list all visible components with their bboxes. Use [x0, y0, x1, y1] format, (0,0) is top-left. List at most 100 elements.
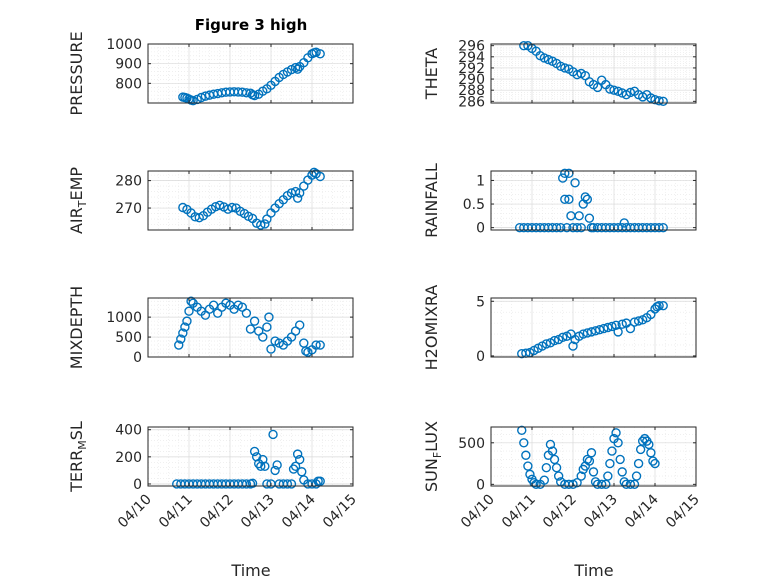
data-point	[184, 306, 194, 316]
data-point	[258, 454, 268, 465]
axes-frame	[147, 170, 354, 231]
data-point	[539, 53, 549, 63]
data-point	[582, 454, 593, 465]
data-point	[564, 194, 574, 205]
data-point	[290, 461, 301, 472]
data-point	[586, 448, 597, 458]
data-point	[295, 454, 305, 465]
data-point	[290, 186, 301, 197]
data-point	[625, 479, 636, 490]
data-point	[617, 319, 627, 329]
axes-frame	[490, 426, 697, 487]
data-point	[619, 218, 629, 228]
x-tick-label: 04/15	[320, 492, 360, 532]
data-point	[315, 49, 325, 59]
data-point	[568, 341, 578, 351]
y-tick-label: 0	[476, 221, 485, 237]
data-point	[529, 477, 539, 488]
data-point	[582, 194, 593, 205]
data-point	[629, 317, 640, 327]
data-point	[560, 63, 570, 73]
data-point	[272, 460, 282, 470]
data-point	[613, 327, 623, 337]
axes-frame	[147, 43, 354, 104]
data-point	[186, 296, 196, 306]
y-axis-label: AIRTEMP	[67, 167, 89, 234]
data-point	[594, 324, 605, 335]
y-axis-label-subscript: M	[76, 440, 89, 450]
y-tick-label: 200	[115, 450, 142, 466]
data-point	[295, 320, 305, 330]
y-tick-label: 1000	[106, 310, 142, 326]
x-tick-label: 04/11	[499, 492, 539, 532]
data-point	[249, 446, 260, 457]
data-point	[646, 448, 656, 458]
y-axis-label-subscript: F	[431, 452, 444, 458]
data-point	[560, 194, 570, 205]
data-point	[615, 454, 625, 465]
data-point	[519, 438, 529, 448]
data-point	[613, 438, 623, 448]
data-point	[570, 178, 580, 188]
axes-background	[490, 170, 697, 231]
y-axis-label: TERRMSL	[67, 421, 89, 493]
data-point	[256, 220, 266, 230]
data-point	[658, 300, 668, 311]
y-tick-label: 0	[476, 477, 485, 493]
data-point	[311, 47, 321, 57]
y-axis-label: THETA	[422, 48, 441, 100]
y-tick-label: 500	[115, 330, 142, 346]
y-axis-label: PRESSURE	[67, 31, 86, 115]
data-point	[553, 471, 564, 481]
subplot-3: 270 280 AIRTEMP	[67, 167, 354, 234]
data-point	[601, 479, 611, 490]
data-point	[525, 469, 535, 480]
subplot-4: 0 0.5 1 RAINFALL	[422, 163, 697, 238]
y-axis-label: H2OMIXRA	[422, 285, 441, 371]
data-point	[558, 332, 568, 343]
data-point	[268, 429, 278, 440]
y-tick-label: 500	[458, 436, 485, 452]
data-point	[635, 444, 646, 455]
data-point	[625, 87, 636, 98]
data-point	[227, 202, 237, 213]
data-point	[541, 463, 552, 473]
data-point	[609, 85, 619, 95]
data-point	[605, 458, 615, 469]
y-axis-label-main: TERR	[67, 450, 86, 493]
y-tick-label: 270	[115, 201, 142, 217]
data-point	[290, 62, 301, 73]
data-point	[539, 475, 549, 485]
y-tick-label: 292	[458, 61, 485, 77]
y-tick-label: 294	[458, 50, 485, 66]
subplot-6: 0 5 H2OMIXRA	[422, 285, 697, 371]
y-tick-label: 400	[115, 423, 142, 439]
data-point	[560, 168, 570, 179]
data-point	[264, 312, 274, 322]
data-point	[556, 222, 566, 233]
data-point	[258, 332, 268, 342]
data-point	[574, 211, 584, 221]
axes-background	[490, 43, 697, 104]
y-tick-label: 0	[133, 350, 142, 366]
data-point	[311, 340, 321, 350]
y-axis-label: RAINFALL	[422, 163, 441, 238]
data-point	[603, 471, 613, 481]
data-point	[631, 471, 642, 481]
data-point	[617, 467, 627, 477]
y-tick-label: 1	[476, 173, 485, 189]
data-point	[549, 454, 560, 465]
y-axis-label: SUNFLUX	[422, 421, 444, 492]
data-point	[270, 465, 280, 476]
data-point	[292, 64, 303, 74]
data-point	[590, 326, 601, 336]
x-tick-label: 04/12	[197, 492, 237, 532]
data-point	[578, 329, 588, 339]
y-tick-label: 5	[476, 294, 485, 310]
data-point	[611, 320, 621, 331]
data-point	[295, 188, 305, 198]
x-tick-label: 04/10	[458, 492, 498, 532]
